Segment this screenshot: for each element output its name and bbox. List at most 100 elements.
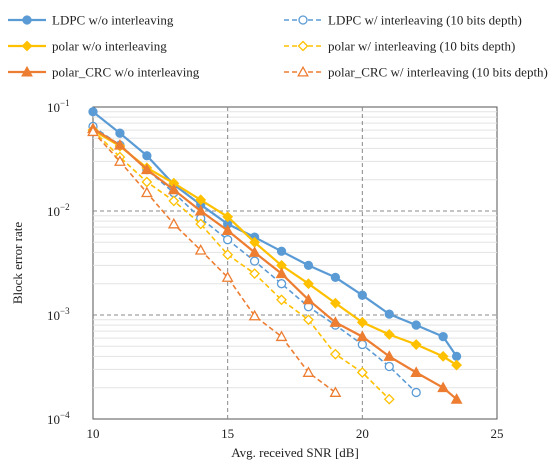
data-point <box>411 387 421 398</box>
data-point <box>329 297 341 309</box>
y-tick-labels: 10−1 10−2 10−3 10−4 <box>47 98 70 427</box>
legend-label: polar w/ interleaving (10 bits depth) <box>328 39 515 54</box>
data-point <box>383 350 396 361</box>
y-tick-label: 10−2 <box>47 202 70 219</box>
data-point <box>302 366 315 377</box>
data-point <box>384 361 394 372</box>
data-point <box>222 249 234 261</box>
data-point <box>248 246 261 257</box>
legend-item: polar w/o interleaving <box>8 39 167 54</box>
data-point <box>248 309 261 321</box>
data-point <box>438 331 448 342</box>
legend-label: polar w/o interleaving <box>52 39 167 54</box>
data-point <box>115 128 125 138</box>
data-point <box>167 183 180 195</box>
data-point <box>114 138 126 150</box>
legend-marker <box>21 40 33 52</box>
data-point <box>437 381 450 393</box>
data-point <box>276 294 287 306</box>
data-point <box>221 224 234 235</box>
data-point <box>303 278 314 290</box>
series-5 <box>87 125 342 397</box>
y-tick-label: 10−4 <box>47 410 70 427</box>
data-point <box>410 366 423 377</box>
series-4 <box>87 122 463 404</box>
data-point <box>194 204 207 216</box>
data-point <box>357 339 367 350</box>
data-point <box>330 272 341 283</box>
legend-label: LDPC w/o interleaving <box>52 13 174 28</box>
data-point <box>356 367 368 378</box>
data-point <box>384 309 394 319</box>
data-point <box>450 393 463 404</box>
data-point <box>276 279 287 289</box>
legend-marker <box>21 65 33 77</box>
data-point <box>451 351 462 362</box>
legend-item: LDPC w/ interleaving (10 bits depth) <box>284 13 522 28</box>
data-point <box>303 260 314 271</box>
series-3 <box>87 124 395 405</box>
data-point <box>195 194 207 206</box>
data-point <box>451 359 463 371</box>
legend-marker <box>22 15 32 25</box>
data-point <box>222 211 234 223</box>
legend-marker <box>298 15 308 25</box>
data-point <box>356 330 369 342</box>
data-point <box>356 316 368 328</box>
minor-grid <box>93 111 497 389</box>
major-grid <box>93 107 497 419</box>
data-point <box>140 186 153 198</box>
data-point <box>141 176 153 188</box>
series-layer <box>87 107 463 405</box>
plot-frame <box>92 106 498 420</box>
legend-item: LDPC w/o interleaving <box>8 13 174 28</box>
series-0 <box>88 107 462 362</box>
data-point <box>383 329 395 340</box>
x-axis-label: Avg. received SNR [dB] <box>231 445 359 460</box>
data-point <box>142 151 152 161</box>
legend-marker <box>297 65 309 77</box>
data-point <box>223 235 233 245</box>
legend-item: polar_CRC w/o interleaving <box>8 65 200 80</box>
y-axis-label: Block error rate <box>10 222 25 305</box>
data-point <box>276 246 287 256</box>
x-tick-label: 25 <box>491 426 504 441</box>
data-point <box>329 386 342 397</box>
data-point <box>410 339 422 350</box>
data-point <box>194 244 207 255</box>
legend-label: polar_CRC w/o interleaving <box>52 65 200 80</box>
x-tick-label: 15 <box>221 426 234 441</box>
legend: LDPC w/o interleaving LDPC w/ interleavin… <box>8 13 548 80</box>
data-point <box>88 107 98 117</box>
data-point <box>383 393 395 405</box>
data-point <box>221 271 234 282</box>
legend-label: LDPC w/ interleaving (10 bits depth) <box>328 13 522 28</box>
data-point <box>437 350 449 362</box>
data-point <box>167 217 180 229</box>
data-point <box>114 155 126 166</box>
data-point <box>249 268 261 280</box>
data-point <box>168 195 180 207</box>
data-point <box>275 267 288 279</box>
legend-label: polar_CRC w/ interleaving (10 bits depth… <box>328 65 548 80</box>
data-point <box>329 316 342 327</box>
data-point <box>357 290 367 300</box>
legend-marker <box>297 40 309 52</box>
data-point <box>303 314 314 326</box>
y-tick-label: 10−1 <box>47 98 70 115</box>
series-line <box>92 131 336 394</box>
legend-item: polar_CRC w/ interleaving (10 bits depth… <box>284 65 548 80</box>
data-point <box>195 218 207 230</box>
y-tick-label: 10−3 <box>47 306 70 323</box>
data-point <box>329 348 341 360</box>
data-point <box>275 330 288 342</box>
data-point <box>87 125 99 137</box>
data-point <box>249 256 260 266</box>
plot-area <box>87 106 498 420</box>
legend-item: polar w/ interleaving (10 bits depth) <box>284 39 515 54</box>
x-tick-label: 20 <box>356 426 369 441</box>
series-line <box>92 129 390 400</box>
data-point <box>411 320 421 330</box>
data-point <box>140 163 153 175</box>
